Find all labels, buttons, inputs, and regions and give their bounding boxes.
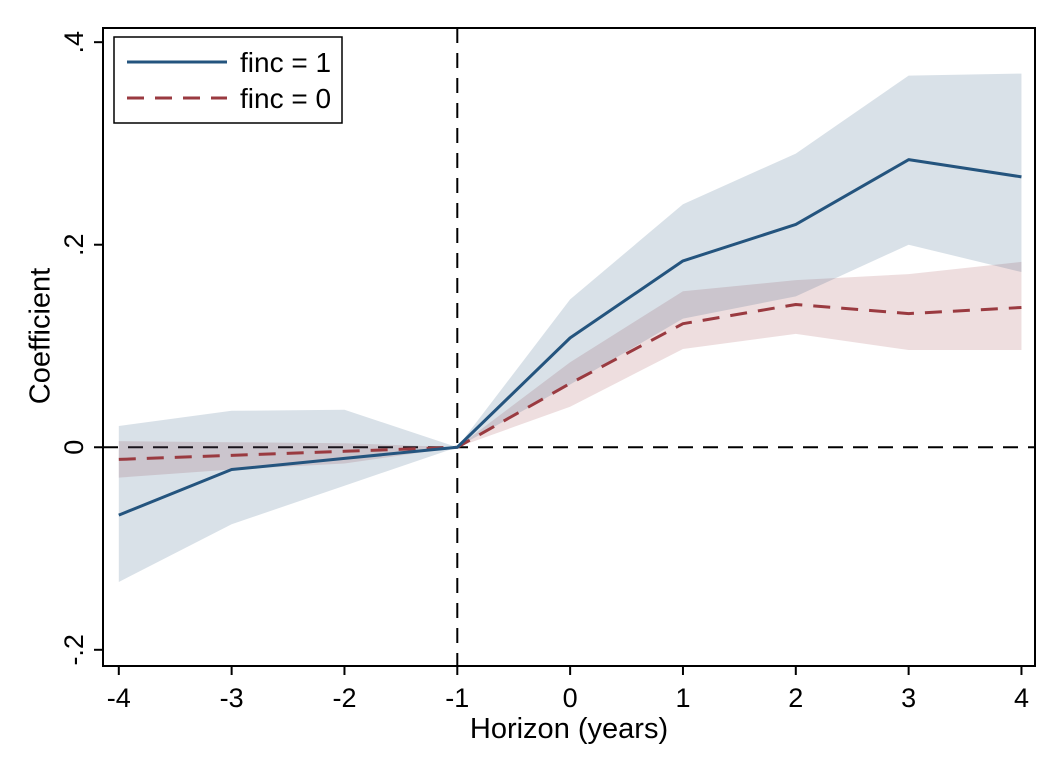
series-line-finc1 [118, 158, 1022, 517]
legend-box [113, 36, 343, 124]
ci-band-finc1 [118, 73, 1022, 582]
legend-label-finc0: finc = 0 [240, 83, 331, 114]
x-tick-label: 0 [563, 683, 578, 713]
plot-content: -4 -3 -2 -1 0 1 2 3 4 .4 .2 0 -.2 [59, 28, 1035, 713]
x-tick-label: 1 [675, 683, 690, 713]
legend: finc = 1 finc = 0 [113, 36, 343, 124]
x-tick-label: 4 [1014, 683, 1029, 713]
y-axis-title: Coefficient [25, 268, 57, 405]
y-tick-label: .4 [59, 31, 89, 54]
x-tick-label: 3 [901, 683, 916, 713]
y-tick-label: 0 [59, 440, 89, 455]
series-line-finc0 [118, 302, 1022, 461]
x-tick-label: -3 [220, 683, 244, 713]
x-tick-label: -1 [445, 683, 469, 713]
x-tick-label: -4 [107, 683, 131, 713]
y-tick-label: .2 [59, 233, 89, 256]
x-axis-title: Horizon (years) [470, 713, 668, 745]
x-tick-label: -2 [332, 683, 356, 713]
legend-label-finc1: finc = 1 [240, 47, 331, 78]
plot-border [102, 27, 1036, 667]
ci-band-finc0 [118, 261, 1022, 478]
x-tick-label: 2 [788, 683, 803, 713]
y-tick-label: -.2 [59, 634, 89, 666]
